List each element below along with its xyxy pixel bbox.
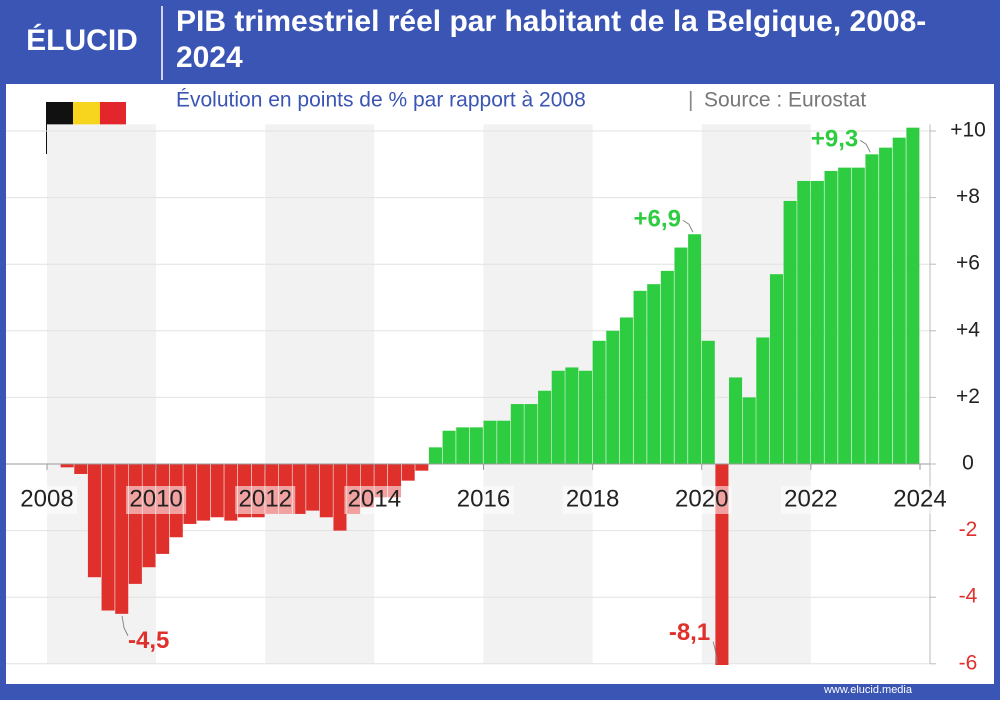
bar	[688, 234, 702, 464]
bar	[101, 464, 115, 611]
annotation-leader	[121, 615, 129, 637]
chart-title: PIB trimestriel réel par habitant de la …	[176, 5, 927, 74]
source: Source : Eurostat	[704, 89, 866, 112]
y-tick-label: +4	[956, 318, 980, 341]
bar	[210, 464, 224, 518]
x-tick-label: 2024	[893, 485, 946, 512]
bar	[442, 430, 456, 464]
x-tick-label-backdrop	[562, 486, 623, 514]
background-band	[265, 124, 375, 664]
bar	[647, 284, 661, 464]
bar	[674, 247, 688, 464]
bar	[128, 464, 142, 584]
x-tick-label-backdrop	[126, 486, 187, 514]
x-tick-label-backdrop	[890, 486, 950, 514]
y-tick-label: +6	[956, 252, 980, 275]
footer: www.elucid.media	[823, 684, 913, 696]
x-tick-label: 2016	[457, 485, 510, 512]
bar	[660, 270, 674, 464]
bar	[524, 404, 538, 464]
bar	[701, 340, 715, 464]
bar	[715, 464, 729, 665]
bar	[619, 317, 633, 464]
bar	[824, 170, 838, 464]
bar	[879, 147, 893, 464]
bar	[551, 370, 565, 464]
bar	[483, 420, 497, 464]
bar	[415, 464, 429, 471]
bar	[906, 127, 920, 465]
x-tick-label: 2022	[784, 485, 837, 512]
annotation: +9,3	[811, 126, 858, 153]
bar	[729, 377, 743, 464]
bar	[74, 464, 88, 474]
annotation-leader	[682, 219, 694, 233]
bar	[838, 167, 852, 464]
bar	[197, 464, 211, 521]
brand: ÉLUCID	[26, 23, 138, 57]
bar	[497, 420, 511, 464]
y-tick-label: +8	[956, 185, 980, 208]
annotation: -8,1	[669, 619, 710, 646]
bar	[306, 464, 320, 511]
bar	[456, 427, 470, 464]
bar	[756, 337, 770, 464]
x-tick-label: 2020	[675, 485, 728, 512]
subtitle: Évolution en points de % par rapport à 2…	[176, 89, 586, 112]
y-tick-label: +2	[956, 385, 980, 408]
x-tick-label-backdrop	[17, 486, 77, 514]
bar	[333, 464, 347, 531]
x-tick-label-backdrop	[344, 486, 405, 514]
x-tick-label-backdrop	[453, 486, 514, 514]
bar	[851, 167, 865, 464]
bar	[183, 464, 197, 524]
bar	[319, 464, 333, 518]
bar	[428, 447, 442, 464]
bar	[401, 464, 415, 481]
annotation-leader	[859, 139, 871, 153]
bar	[224, 464, 238, 521]
bar	[742, 397, 756, 464]
bar	[633, 290, 647, 464]
bar	[783, 200, 797, 464]
x-tick-label-backdrop	[780, 486, 841, 514]
bar	[892, 137, 906, 464]
annotation-leader	[712, 641, 718, 664]
bar	[565, 367, 579, 464]
bar	[469, 427, 483, 464]
bar	[797, 180, 811, 464]
x-tick-label: 2018	[566, 485, 619, 512]
bar	[606, 330, 620, 464]
y-tick-label: 0	[962, 452, 974, 475]
bar	[115, 464, 129, 614]
bar	[538, 390, 552, 464]
bar	[769, 274, 783, 464]
bar	[592, 340, 606, 464]
x-tick-label-backdrop	[671, 486, 732, 514]
x-tick-label: 2012	[239, 485, 292, 512]
bar	[810, 180, 824, 464]
bar	[578, 370, 593, 464]
y-tick-label: -4	[959, 585, 978, 608]
x-tick-label: 2010	[129, 485, 182, 512]
bar	[60, 464, 74, 468]
y-tick-label: +10	[950, 119, 986, 142]
annotation: -4,5	[128, 627, 169, 654]
bar	[292, 464, 306, 514]
bar	[510, 404, 524, 464]
x-tick-label: 2014	[348, 485, 401, 512]
annotation: +6,9	[634, 206, 681, 233]
title-box: PIB trimestriel réel par habitant de la …	[176, 5, 927, 74]
bar	[142, 464, 156, 568]
separator: |	[688, 89, 693, 112]
y-tick-label: -6	[959, 651, 978, 674]
bar	[865, 154, 879, 464]
bar	[87, 464, 101, 578]
y-tick-label: -2	[959, 518, 978, 541]
x-tick-label: 2008	[20, 485, 73, 512]
x-tick-label-backdrop	[235, 486, 296, 514]
